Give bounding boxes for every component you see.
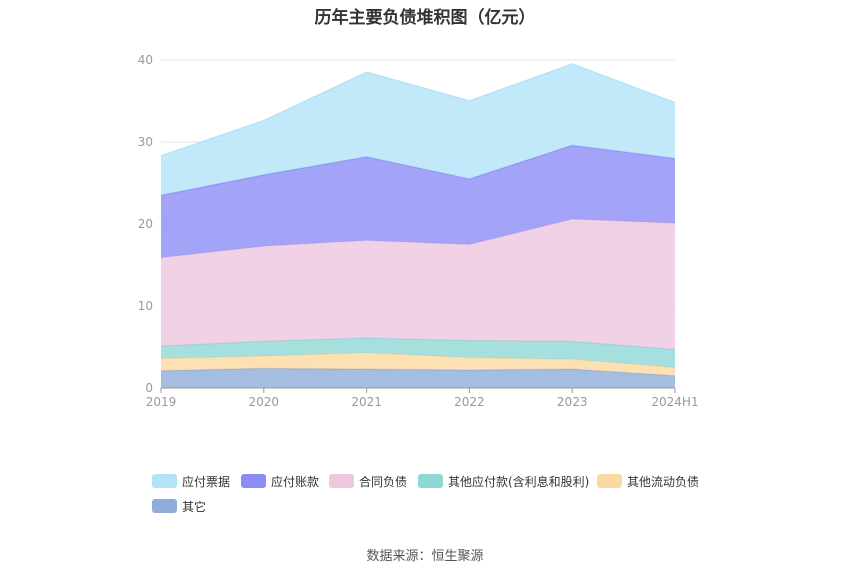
legend-swatch	[152, 474, 177, 488]
y-tick-label: 10	[138, 299, 153, 313]
area-series-5	[161, 64, 675, 196]
x-tick-label: 2020	[249, 395, 280, 409]
legend-swatch	[152, 499, 177, 513]
legend-label: 应付账款	[271, 474, 320, 489]
x-tick-label: 2022	[454, 395, 485, 409]
legend-label: 应付票据	[182, 474, 231, 489]
legend-swatch	[597, 474, 622, 488]
legend-item[interactable]: 其它	[152, 497, 206, 515]
legend-item[interactable]: 其他应付款(含利息和股利)	[418, 472, 589, 490]
source-note: 数据来源：恒生聚源	[366, 549, 484, 564]
y-tick-label: 20	[138, 217, 153, 231]
x-tick-label: 2021	[351, 395, 382, 409]
legend-label: 其他流动负债	[627, 474, 700, 489]
legend-swatch	[241, 474, 266, 488]
legend-item[interactable]: 其他流动负债	[597, 472, 699, 490]
x-tick-label: 2019	[146, 395, 177, 409]
y-tick-label: 0	[145, 381, 153, 395]
area-series-2	[161, 337, 675, 368]
y-tick-label: 40	[138, 53, 153, 67]
legend-label: 其他应付款(含利息和股利)	[448, 474, 590, 489]
y-tick-label: 30	[138, 135, 153, 149]
series-line-1	[160, 351, 676, 369]
area-series-1	[161, 352, 675, 376]
legend-item[interactable]: 应付票据	[152, 472, 230, 490]
area-series-0	[161, 368, 675, 388]
x-tick-label: 2024H1	[651, 395, 698, 409]
x-tick-label: 2023	[557, 395, 588, 409]
legend-label: 其它	[182, 499, 207, 514]
series-line-5	[160, 63, 676, 157]
area-series	[160, 63, 676, 388]
legend-label: 合同负债	[359, 474, 408, 489]
legend-item[interactable]: 应付账款	[241, 472, 319, 490]
area-series-4	[161, 145, 675, 258]
legend-item[interactable]: 合同负债	[329, 472, 407, 490]
axes: 0 10 20 30 40 2019 2020 2021 2022 2023 2024H1	[138, 53, 699, 409]
chart-title: 历年主要负债堆积图（亿元）	[314, 8, 536, 28]
area-series-3	[161, 219, 675, 350]
legend-swatch	[329, 474, 354, 488]
legend-swatch	[418, 474, 443, 488]
